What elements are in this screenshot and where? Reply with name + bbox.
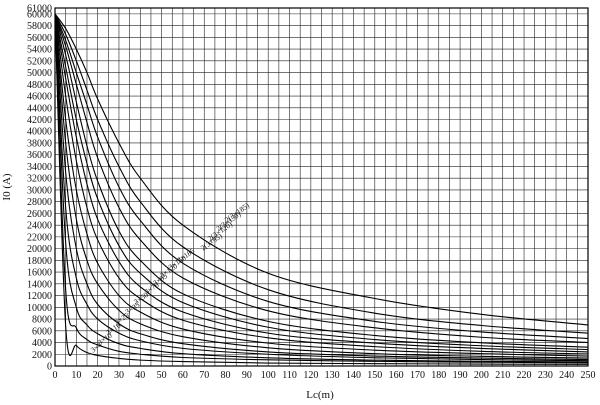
x-tick-label: 190	[453, 370, 468, 381]
series-line	[54, 13, 589, 334]
x-tick-label: 20	[93, 370, 103, 381]
y-tick-label: 42000	[27, 115, 52, 126]
series-line	[54, 13, 589, 351]
y-tick-label: 0	[47, 362, 52, 373]
x-tick-label: 180	[431, 370, 446, 381]
y-tick-label: 50000	[27, 68, 52, 79]
y-tick-label: 6000	[32, 326, 52, 337]
series-line	[54, 13, 589, 362]
series-line	[54, 13, 589, 357]
x-tick-label: 150	[367, 370, 382, 381]
grid-lines	[54, 7, 589, 367]
x-tick-label: 130	[325, 370, 340, 381]
y-tick-label: 44000	[27, 103, 52, 114]
y-tick-label: 30000	[27, 185, 52, 196]
series-line	[54, 13, 589, 361]
y-tick-label: 46000	[27, 92, 52, 103]
y-tick-label: 8000	[32, 315, 52, 326]
x-tick-label: 40	[135, 370, 145, 381]
y-tick-label: 54000	[27, 45, 52, 56]
y-axis-label: I0 (A)	[1, 173, 13, 201]
y-tick-label: 40000	[27, 127, 52, 138]
series-line	[54, 13, 589, 348]
x-tick-label: 60	[178, 370, 188, 381]
y-tick-label: 20000	[27, 244, 52, 255]
x-tick-label: 120	[303, 370, 318, 381]
y-tick-label: 24000	[27, 221, 52, 232]
y-tick-label: 52000	[27, 56, 52, 67]
series-line	[54, 13, 589, 326]
y-tick-labels: 0200040006000800010000120001400016000180…	[27, 4, 52, 373]
x-tick-label: 250	[581, 370, 596, 381]
y-tick-label: 14000	[27, 279, 52, 290]
y-tick-label: 48000	[27, 80, 52, 91]
series-line	[54, 13, 589, 344]
x-tick-label: 30	[114, 370, 124, 381]
x-tick-labels: 0 10 20 30 40 50 60 70 80 90 100 110 120 130 140 150 160…	[53, 370, 596, 381]
x-tick-label: 100	[261, 370, 276, 381]
y-tick-label: 4000	[32, 338, 52, 349]
y-tick-label: 26000	[27, 209, 52, 220]
series-line	[54, 13, 589, 364]
x-tick-label: 170	[410, 370, 425, 381]
y-tick-label: 22000	[27, 232, 52, 243]
y-tick-label: 58000	[27, 21, 52, 32]
x-tick-label: 80	[221, 370, 231, 381]
x-tick-label: 240	[559, 370, 574, 381]
x-tick-label: 230	[538, 370, 553, 381]
x-tick-label: 200	[474, 370, 489, 381]
y-tick-label: 34000	[27, 162, 52, 173]
y-tick-label: 16000	[27, 268, 52, 279]
x-axis-label: Lc(m)	[306, 389, 334, 401]
y-tick-label: 2000	[32, 350, 52, 361]
plot-frame	[54, 7, 589, 367]
y-tick-label: 28000	[27, 197, 52, 208]
x-tick-label: 70	[199, 370, 209, 381]
series-line	[54, 13, 589, 365]
x-tick-label: 210	[495, 370, 510, 381]
x-tick-label: 140	[346, 370, 361, 381]
y-tick-label: 60000	[27, 9, 52, 20]
series-line	[54, 13, 589, 359]
y-tick-label: 61000	[27, 4, 52, 15]
curves	[54, 13, 589, 365]
y-tick-label: 56000	[27, 33, 52, 44]
x-tick-label: 110	[282, 370, 297, 381]
x-tick-label: 50	[157, 370, 167, 381]
y-tick-label: 10000	[27, 303, 52, 314]
y-tick-label: 18000	[27, 256, 52, 267]
series-line	[54, 13, 589, 363]
series-line	[54, 13, 589, 339]
y-tick-label: 12000	[27, 291, 52, 302]
x-tick-label: 90	[242, 370, 252, 381]
y-tick-label: 36000	[27, 150, 52, 161]
y-tick-label: 32000	[27, 174, 52, 185]
x-tick-label: 10	[71, 370, 81, 381]
series-line	[54, 13, 589, 353]
x-tick-label: 0	[53, 370, 58, 381]
x-tick-label: 220	[517, 370, 532, 381]
x-tick-label: 160	[389, 370, 404, 381]
y-tick-label: 38000	[27, 138, 52, 149]
series-line	[54, 13, 589, 355]
